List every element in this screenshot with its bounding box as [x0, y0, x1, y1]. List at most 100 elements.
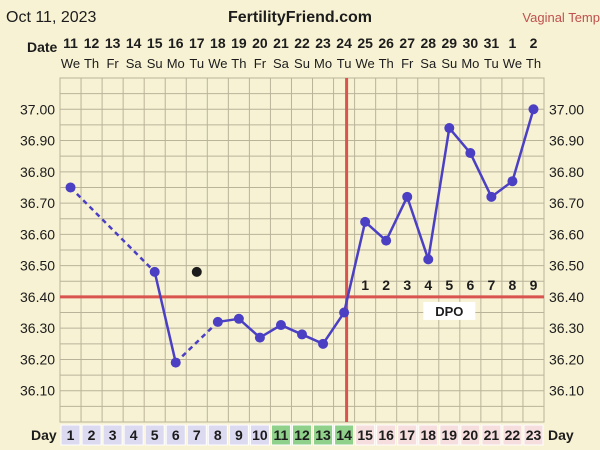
cycle-day-label: 17 [399, 427, 415, 443]
temperature-point [339, 307, 350, 318]
temperature-line [469, 152, 493, 198]
weekday-label: We [355, 56, 374, 71]
y-tick-label-left: 36.40 [20, 289, 55, 305]
cycle-day-label: 5 [151, 427, 159, 443]
weekday-label: Su [441, 56, 457, 71]
temperature-line [322, 311, 346, 345]
date-label: 28 [420, 35, 436, 51]
cycle-day-label: 15 [357, 427, 373, 443]
cycle-day-label: 12 [294, 427, 310, 443]
cycle-day-label: 2 [88, 427, 96, 443]
date-label: 24 [336, 35, 352, 51]
date-label: 30 [463, 35, 479, 51]
excluded-temperature-point [191, 266, 202, 277]
cycle-day-label: 9 [235, 427, 243, 443]
cycle-day-label: 1 [67, 427, 75, 443]
cycle-day-label: 16 [378, 427, 394, 443]
date-label: 1 [509, 35, 517, 51]
temperature-line [448, 127, 472, 154]
cycle-day-cell [313, 424, 334, 446]
weekday-label: Th [84, 56, 99, 71]
temperature-point [507, 176, 518, 187]
cycle-day-cell [228, 424, 249, 446]
temperature-line [511, 108, 535, 182]
y-tick-label-left: 36.90 [20, 133, 55, 149]
y-tick-label-right: 36.40 [549, 289, 584, 305]
y-tick-label-left: 36.30 [20, 320, 55, 336]
weekday-label: Tu [484, 56, 499, 71]
date-label: 20 [252, 35, 268, 51]
y-tick-label-right: 36.60 [549, 226, 584, 242]
cycle-day-cell [481, 424, 502, 446]
y-tick-label-left: 36.10 [20, 383, 55, 399]
y-tick-label-left: 36.80 [20, 164, 55, 180]
day-row-label-right: Day [548, 427, 574, 443]
date-label: 14 [126, 35, 142, 51]
cycle-day-cell [291, 424, 313, 446]
temperature-point [212, 316, 223, 327]
temperature-point [170, 357, 181, 368]
date-row-label: Date [27, 39, 58, 55]
temp-type-label: Vaginal Temp [522, 10, 600, 25]
temperature-line-gap [174, 321, 219, 364]
site-name: FertilityFriend.com [228, 9, 372, 26]
date-label: 22 [294, 35, 310, 51]
y-tick-label-right: 36.10 [549, 383, 584, 399]
weekday-label: Th [231, 56, 246, 71]
weekday-label: Fr [401, 56, 414, 71]
date-label: 11 [63, 35, 78, 51]
cycle-day-label: 10 [252, 427, 268, 443]
chart-date: Oct 11, 2023 [6, 9, 97, 26]
date-label: 16 [168, 35, 184, 51]
cycle-day-label: 11 [274, 427, 289, 443]
cycle-day-cell [439, 424, 460, 446]
temperature-point [486, 191, 497, 202]
temperature-point [423, 254, 434, 265]
weekday-label: Sa [126, 56, 143, 71]
cycle-day-cell [270, 424, 291, 446]
temperature-line [342, 221, 367, 313]
weekday-label: Mo [167, 56, 185, 71]
cycle-day-label: 18 [420, 427, 436, 443]
cycle-day-cell [123, 424, 144, 446]
weekday-label: Th [526, 56, 541, 71]
weekday-label: Su [294, 56, 310, 71]
temperature-point [254, 332, 265, 343]
cycle-day-cell [207, 424, 228, 446]
cycle-day-label: 22 [505, 427, 521, 443]
date-label: 29 [442, 35, 458, 51]
temperature-point [465, 148, 476, 159]
cycle-day-cell [144, 424, 165, 446]
dpo-number: 8 [509, 277, 517, 293]
weekday-label: Tu [337, 56, 352, 71]
dpo-number: 9 [530, 277, 538, 293]
temperature-point [149, 266, 160, 277]
weekday-label: Tu [189, 56, 204, 71]
y-tick-label-right: 37.00 [549, 101, 584, 117]
day-row-label-left: Day [31, 427, 57, 443]
weekday-label: Th [379, 56, 394, 71]
cycle-day-label: 3 [109, 427, 117, 443]
cycle-day-label: 21 [484, 427, 500, 443]
dpo-number: 6 [466, 277, 474, 293]
dpo-number: 1 [361, 277, 369, 293]
temperature-point [275, 320, 286, 331]
cycle-day-cell [60, 424, 81, 446]
cycle-day-label: 20 [463, 427, 479, 443]
cycle-day-cell [523, 424, 544, 446]
date-label: 17 [189, 35, 205, 51]
temperature-point [318, 338, 329, 349]
weekday-label: Su [147, 56, 163, 71]
y-tick-label-left: 36.70 [20, 195, 55, 211]
cycle-day-cell [502, 424, 523, 446]
date-label: 13 [105, 35, 121, 51]
weekday-label: Sa [420, 56, 437, 71]
temperature-line [406, 196, 430, 260]
cycle-day-label: 8 [214, 427, 222, 443]
date-label: 31 [484, 35, 500, 51]
cycle-day-cell [355, 424, 376, 446]
temperature-point [297, 329, 307, 340]
temperature-point [528, 104, 539, 115]
cycle-day-cell [334, 424, 355, 446]
